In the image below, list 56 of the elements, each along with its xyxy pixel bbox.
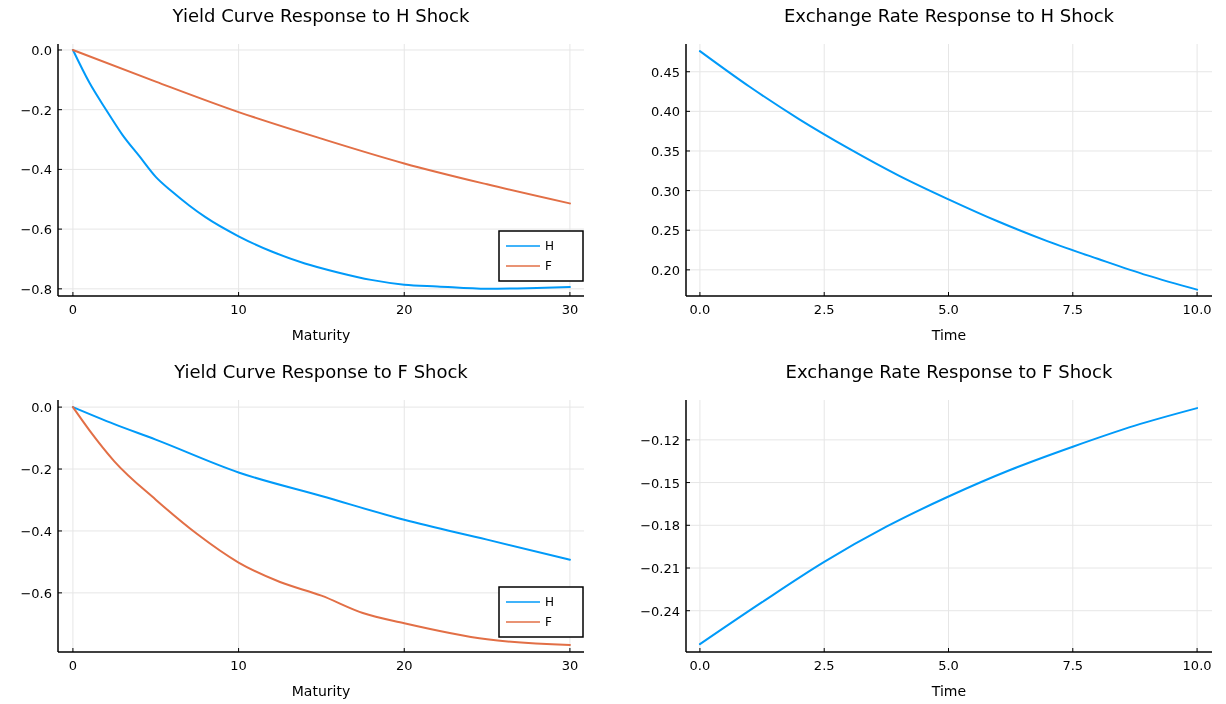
legend-label: F	[545, 259, 552, 273]
x-tick-label: 10	[230, 658, 247, 673]
x-tick-label: 20	[395, 302, 413, 317]
x-tick-label: 0.0	[689, 302, 711, 317]
x-tick-label: 30	[561, 658, 579, 673]
chart-title: Exchange Rate Response to H Shock	[783, 5, 1115, 26]
x-tick-label: 7.5	[1062, 302, 1084, 317]
y-tick-label: −0.21	[640, 561, 680, 576]
x-axis-title: Time	[930, 683, 967, 699]
legend-label: H	[545, 239, 555, 253]
legend-label: F	[545, 615, 552, 629]
y-tick-label: −0.2	[20, 462, 52, 478]
line-series	[698, 50, 1199, 291]
x-axis-title: Time	[930, 327, 967, 343]
line-series	[71, 48, 571, 290]
legend-label: H	[545, 595, 555, 609]
x-tick-label: 20	[395, 658, 413, 673]
y-tick-label: 0.40	[651, 104, 680, 120]
chart-title: Yield Curve Response to F Shock	[173, 361, 469, 382]
chart-title: Yield Curve Response to H Shock	[171, 5, 470, 26]
y-tick-label: 0.30	[651, 183, 680, 199]
y-tick-label: −0.12	[640, 432, 680, 448]
x-tick-label: 5.0	[938, 658, 959, 673]
x-tick-label: 5.0	[938, 302, 959, 317]
line-series	[71, 48, 571, 205]
y-tick-label: −0.2	[20, 102, 52, 118]
y-tick-label: −0.4	[20, 162, 52, 178]
x-tick-label: 30	[561, 302, 579, 317]
line-series	[71, 406, 571, 646]
x-tick-label: 2.5	[813, 658, 835, 673]
x-tick-label: 10	[230, 302, 247, 317]
y-tick-label: −0.8	[20, 281, 52, 297]
y-tick-label: 0.20	[651, 262, 680, 278]
y-tick-label: −0.4	[20, 523, 52, 539]
x-tick-label: 7.5	[1062, 658, 1084, 673]
line-series	[698, 407, 1199, 646]
y-tick-label: 0.25	[651, 223, 680, 239]
y-tick-label: −0.6	[20, 585, 52, 601]
chart-title: Exchange Rate Response to F Shock	[785, 361, 1114, 382]
y-tick-label: 0.0	[31, 400, 52, 416]
x-axis-title: Maturity	[291, 327, 351, 343]
x-axis-title: Maturity	[291, 683, 351, 699]
y-tick-label: 0.45	[651, 64, 680, 80]
y-tick-label: −0.18	[640, 518, 680, 534]
x-tick-label: 2.5	[813, 302, 835, 317]
x-tick-label: 0	[68, 302, 78, 317]
x-tick-label: 0	[68, 658, 78, 673]
y-tick-label: −0.15	[640, 475, 680, 491]
y-tick-label: −0.24	[640, 603, 680, 619]
y-tick-label: 0.0	[31, 42, 52, 58]
line-series	[71, 406, 571, 561]
x-tick-label: 10.0	[1182, 302, 1212, 317]
x-tick-label: 10.0	[1182, 658, 1212, 673]
y-tick-label: −0.6	[20, 222, 52, 238]
x-tick-label: 0.0	[689, 658, 711, 673]
y-tick-label: 0.35	[651, 143, 680, 159]
